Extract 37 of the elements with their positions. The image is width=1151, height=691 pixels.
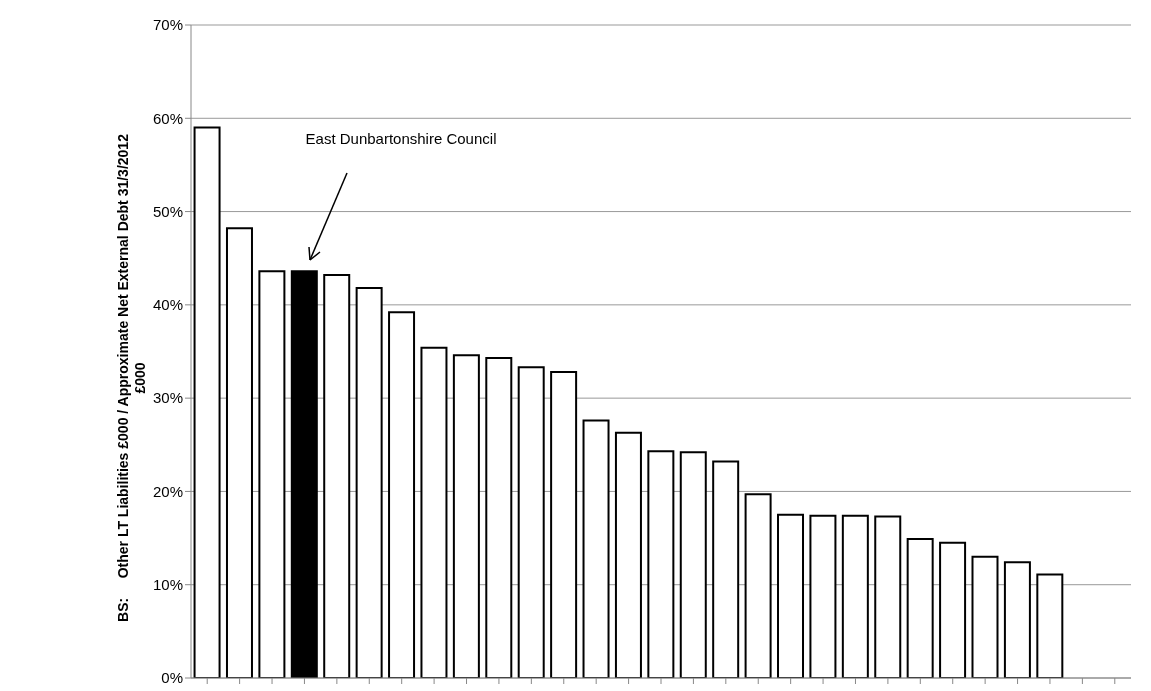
y-tick-label: 30% xyxy=(152,389,183,407)
y-tick-label: 0% xyxy=(161,669,183,687)
bar xyxy=(290,270,318,678)
bar xyxy=(939,541,967,678)
bar xyxy=(777,513,805,678)
bar xyxy=(323,274,351,678)
y-axis-title: BS: Other LT Liabilities £000 / Approximate Net External Debt 31/3/2012 £000 xyxy=(115,133,148,622)
bar xyxy=(420,346,448,678)
bar xyxy=(744,493,772,678)
bar xyxy=(225,227,253,678)
bar xyxy=(388,311,416,678)
bar xyxy=(647,450,675,678)
bar xyxy=(1003,561,1031,678)
bar xyxy=(582,419,610,678)
bar xyxy=(517,366,545,678)
annotation: East Dunbartonshire Council xyxy=(305,130,497,147)
y-tick-label: 60% xyxy=(152,109,183,127)
bar xyxy=(452,354,480,678)
bar xyxy=(258,270,286,678)
bar xyxy=(906,538,934,678)
bar xyxy=(355,287,383,678)
bar xyxy=(874,515,902,678)
bar xyxy=(971,555,999,678)
bar xyxy=(712,460,740,678)
y-tick-label: 20% xyxy=(152,482,183,500)
bar xyxy=(193,126,221,678)
y-tick-label: 70% xyxy=(152,16,183,34)
bar xyxy=(1036,573,1064,678)
bar xyxy=(485,357,513,678)
y-tick-label: 10% xyxy=(152,576,183,594)
bar xyxy=(550,371,578,678)
bar xyxy=(809,514,837,678)
bar xyxy=(679,451,707,678)
y-tick-label: 50% xyxy=(152,202,183,220)
bar xyxy=(841,514,869,678)
bar xyxy=(614,431,642,678)
y-tick-label: 40% xyxy=(152,296,183,314)
